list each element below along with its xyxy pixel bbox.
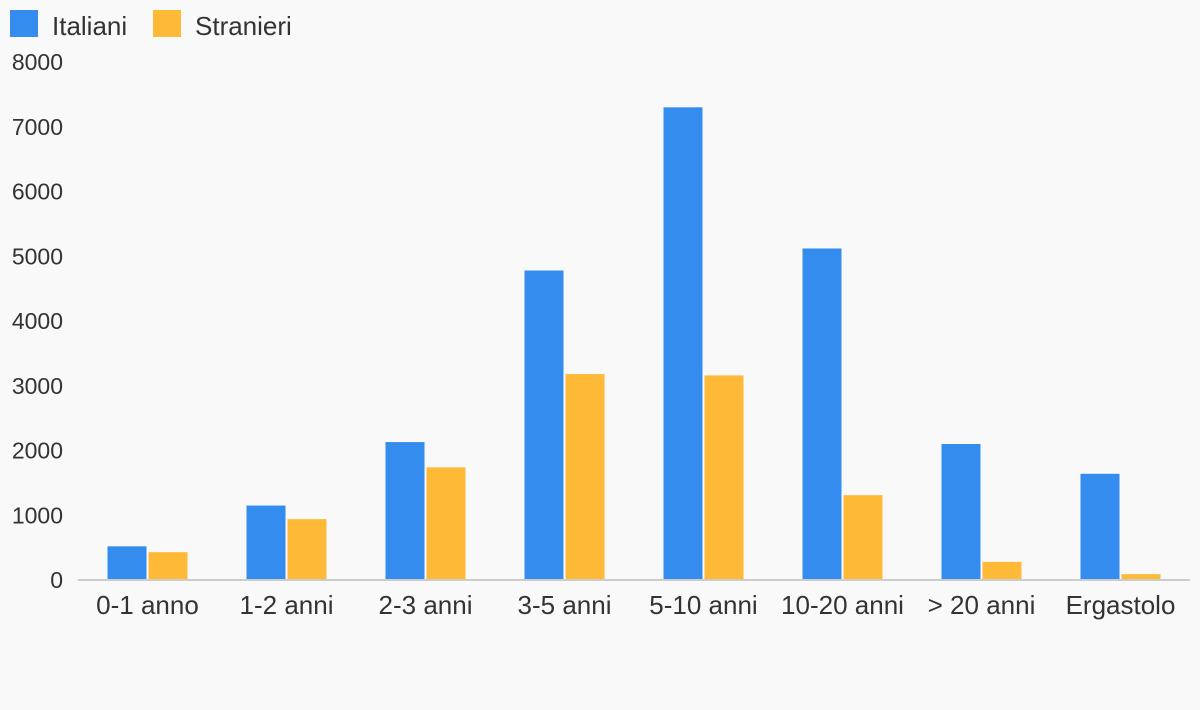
y-tick-label: 1000 <box>12 502 63 528</box>
bar-stranieri-1 <box>287 519 327 580</box>
bar-italiani-3 <box>524 270 564 580</box>
bar-stranieri-7 <box>1121 574 1161 580</box>
bar-stranieri-2 <box>426 467 466 580</box>
legend-swatch-0 <box>10 10 38 37</box>
x-tick-label: 0-1 anno <box>96 590 199 620</box>
bar-stranieri-6 <box>982 561 1022 580</box>
x-axis: 0-1 anno 1-2 anni 2-3 anni 3-5 anni 5-10 ann… <box>96 590 1175 620</box>
x-tick-label: 3-5 anni <box>518 590 612 620</box>
x-tick-label: 10-20 anni <box>781 590 904 620</box>
y-tick-label: 3000 <box>12 373 63 399</box>
y-tick-label: 8000 <box>12 49 63 75</box>
legend-swatch-1 <box>153 10 181 37</box>
bar-italiani-7 <box>1080 473 1120 580</box>
bar-stranieri-5 <box>843 495 883 580</box>
bar-stranieri-4 <box>704 375 744 580</box>
x-tick-label: 2-3 anni <box>379 590 473 620</box>
bar-italiani-4 <box>663 107 703 580</box>
y-tick-label: 7000 <box>12 114 63 140</box>
bar-italiani-1 <box>246 505 286 580</box>
legend-label-0: Italiani <box>52 11 127 41</box>
y-tick-label: 6000 <box>12 179 63 205</box>
y-tick-label: 0 <box>50 567 63 593</box>
legend-label-1: Stranieri <box>195 11 292 41</box>
bars <box>107 107 1161 581</box>
bar-italiani-2 <box>385 442 425 580</box>
legend: Italiani Stranieri <box>10 10 292 41</box>
bar-italiani-0 <box>107 546 147 580</box>
bar-italiani-5 <box>802 248 842 581</box>
y-tick-label: 4000 <box>12 308 63 334</box>
x-tick-label: > 20 anni <box>928 590 1036 620</box>
bar-stranieri-0 <box>148 552 188 580</box>
bar-stranieri-3 <box>565 374 605 580</box>
x-tick-label: 5-10 anni <box>649 590 757 620</box>
x-tick-label: Ergastolo <box>1066 590 1176 620</box>
y-tick-label: 2000 <box>12 438 63 464</box>
bar-italiani-6 <box>941 444 981 580</box>
y-axis: 0 1000 2000 3000 4000 5000 6000 7000 8000 <box>12 49 63 593</box>
x-tick-label: 1-2 anni <box>240 590 334 620</box>
y-tick-label: 5000 <box>12 243 63 269</box>
